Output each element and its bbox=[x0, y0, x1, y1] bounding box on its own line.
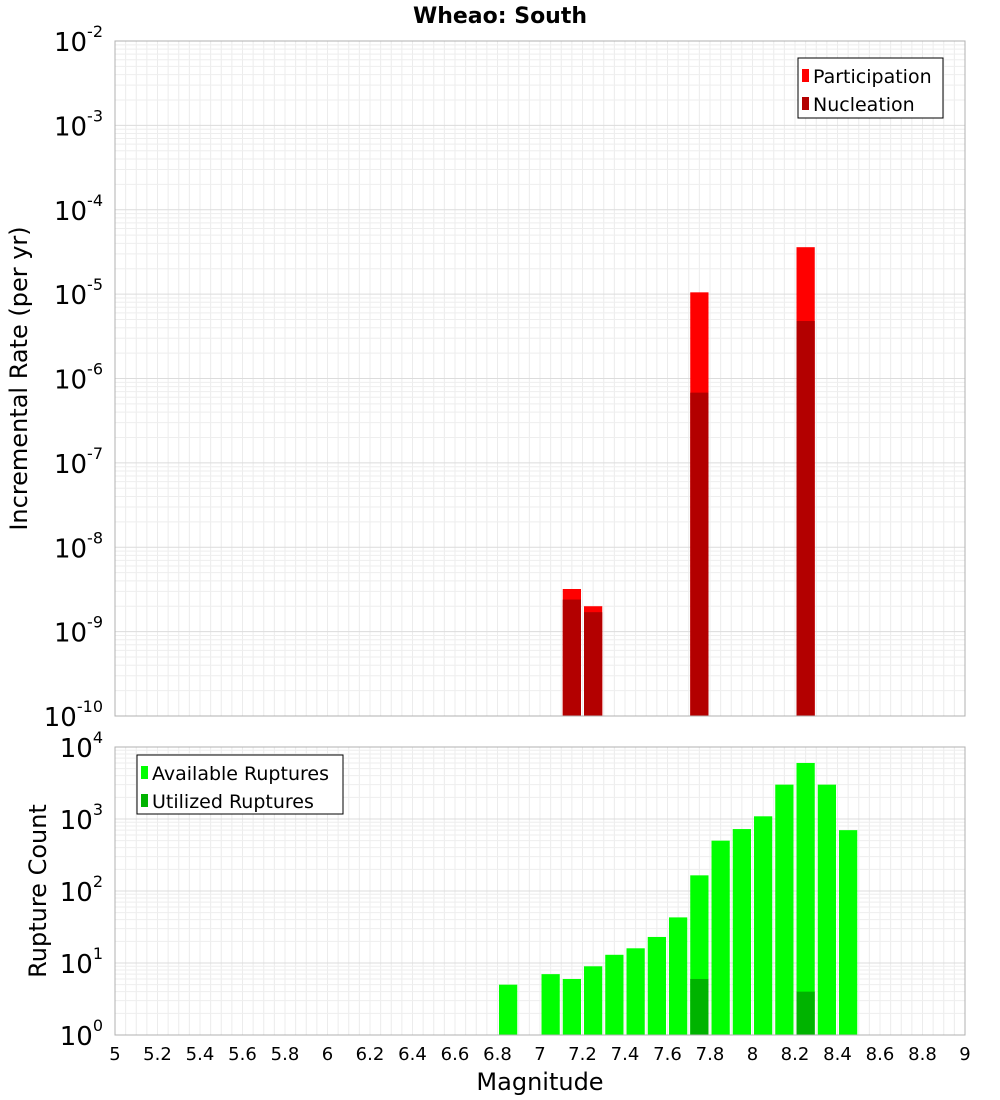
legend-label: Utilized Ruptures bbox=[152, 791, 314, 813]
y-tick-label: 10-6 bbox=[54, 360, 103, 396]
y-tick-label: 103 bbox=[60, 800, 103, 836]
available-ruptures-bar bbox=[796, 762, 815, 1035]
available-ruptures-bar bbox=[775, 784, 794, 1035]
x-tick-label: 6.6 bbox=[441, 1044, 470, 1065]
x-tick-label: 7.6 bbox=[653, 1044, 682, 1065]
nucleation-bar bbox=[562, 599, 581, 716]
y-tick-label: 10-8 bbox=[54, 528, 103, 564]
nucleation-bar bbox=[796, 321, 815, 716]
x-tick-label: 7.8 bbox=[696, 1044, 725, 1065]
bottom-y-ticks: 100 101 102 103 104 bbox=[60, 728, 103, 1052]
legend-swatch bbox=[802, 97, 809, 110]
available-ruptures-bar bbox=[626, 948, 645, 1035]
legend-label: Nucleation bbox=[813, 94, 915, 116]
top-plot-frame bbox=[114, 40, 966, 717]
x-tick-label: 7.4 bbox=[611, 1044, 640, 1065]
top-y-ticks: 10-10 10-9 10-8 10-7 10-6 10-5 10-4 10-3 10-2 bbox=[44, 22, 103, 733]
nucleation-bar bbox=[690, 392, 709, 716]
x-tick-label: 7.2 bbox=[568, 1044, 597, 1065]
x-tick-label: 8.2 bbox=[781, 1044, 810, 1065]
x-axis-title: Magnitude bbox=[476, 1068, 603, 1096]
bottom-legend: Available Ruptures Utilized Ruptures bbox=[136, 754, 344, 815]
top-legend: Participation Nucleation bbox=[797, 57, 944, 119]
bottom-y-axis-title: Rupture Count bbox=[24, 804, 52, 978]
legend-box bbox=[136, 754, 344, 815]
x-tick-label: 5.4 bbox=[186, 1044, 215, 1065]
available-ruptures-bar bbox=[605, 954, 624, 1035]
x-tick-label: 7 bbox=[534, 1044, 545, 1065]
x-tick-label: 9 bbox=[959, 1044, 970, 1065]
available-ruptures-bar bbox=[562, 978, 581, 1035]
x-tick-label: 8.8 bbox=[908, 1044, 937, 1065]
x-tick-label: 5 bbox=[109, 1044, 120, 1065]
y-tick-label: 102 bbox=[60, 872, 103, 908]
available-ruptures-bar bbox=[499, 984, 518, 1035]
available-ruptures-bar bbox=[541, 974, 560, 1035]
legend-swatch bbox=[802, 69, 809, 82]
y-tick-label: 100 bbox=[60, 1016, 103, 1052]
available-ruptures-bar bbox=[839, 830, 858, 1035]
x-tick-label: 6.2 bbox=[356, 1044, 385, 1065]
available-ruptures-bar bbox=[817, 784, 836, 1035]
y-tick-label: 10-7 bbox=[54, 444, 103, 480]
y-tick-label: 10-3 bbox=[54, 106, 103, 142]
available-ruptures-bar bbox=[711, 840, 730, 1035]
x-ticks: 5 5.2 5.4 5.6 5.8 6 6.2 6.4 6.6 6.8 7 7.2 7.4 7.6 7.8 8… bbox=[109, 1044, 970, 1065]
top-bars bbox=[562, 247, 815, 716]
y-tick-label: 10-5 bbox=[54, 275, 103, 311]
utilized-ruptures-bar bbox=[690, 978, 709, 1035]
utilized-ruptures-bar bbox=[796, 991, 815, 1035]
x-tick-label: 8 bbox=[747, 1044, 758, 1065]
x-tick-label: 5.2 bbox=[143, 1044, 172, 1065]
x-tick-label: 8.6 bbox=[866, 1044, 895, 1065]
x-tick-label: 6 bbox=[322, 1044, 333, 1065]
bottom-bars bbox=[499, 762, 858, 1035]
legend-swatch bbox=[141, 794, 148, 807]
y-tick-label: 104 bbox=[60, 728, 103, 764]
y-tick-label: 101 bbox=[60, 944, 103, 980]
legend-label: Participation bbox=[813, 66, 932, 88]
x-tick-label: 6.8 bbox=[483, 1044, 512, 1065]
available-ruptures-bar bbox=[754, 816, 773, 1035]
available-ruptures-bar bbox=[732, 829, 751, 1035]
x-tick-label: 5.8 bbox=[271, 1044, 300, 1065]
y-tick-label: 10-4 bbox=[54, 191, 103, 227]
available-ruptures-bar bbox=[647, 936, 666, 1035]
available-ruptures-bar bbox=[669, 917, 688, 1035]
x-tick-label: 6.4 bbox=[398, 1044, 427, 1065]
legend-box bbox=[797, 57, 944, 119]
nucleation-bar bbox=[584, 612, 603, 716]
top-y-axis-title: Incremental Rate (per yr) bbox=[5, 226, 33, 530]
legend-label: Available Ruptures bbox=[152, 763, 329, 785]
rupture-count-panel: 100 101 102 103 104 5 5.2 5.4 5.6 5.8 6 6.2 6.4 6.6 6… bbox=[24, 728, 971, 1096]
top-grid bbox=[114, 41, 966, 717]
y-tick-label: 10-2 bbox=[54, 22, 103, 58]
available-ruptures-bar bbox=[584, 966, 603, 1035]
legend-swatch bbox=[141, 766, 148, 779]
bottom-plot-frame bbox=[114, 746, 966, 1036]
x-tick-label: 8.4 bbox=[823, 1044, 852, 1065]
y-tick-label: 10-10 bbox=[44, 697, 103, 733]
chart-title: Wheao: South bbox=[413, 4, 587, 29]
incremental-rate-panel: 10-10 10-9 10-8 10-7 10-6 10-5 10-4 10-3 10-2 In… bbox=[5, 22, 966, 733]
x-tick-label: 5.6 bbox=[228, 1044, 257, 1065]
y-tick-label: 10-9 bbox=[54, 613, 103, 649]
